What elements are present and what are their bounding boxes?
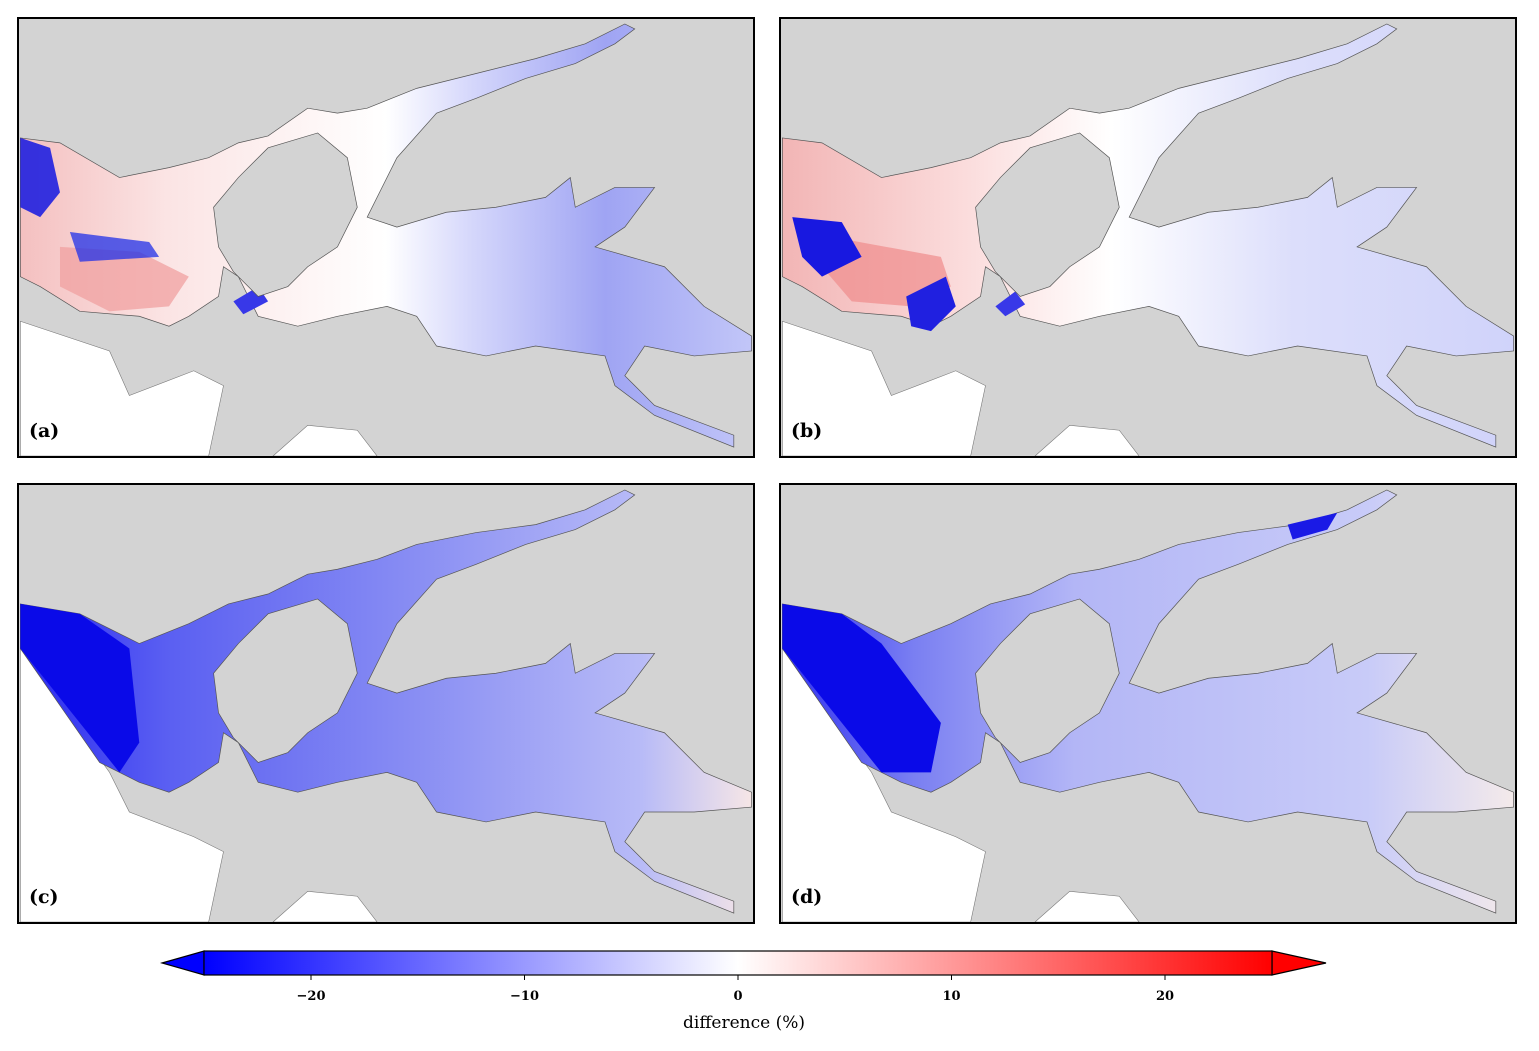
- land-island: [272, 424, 378, 456]
- coast-dark-blue: [782, 603, 941, 773]
- offshore-area: [782, 647, 986, 922]
- colorbar-tick-label: −10: [510, 989, 539, 1004]
- panel-label-d: (d): [791, 886, 823, 908]
- land-mass: [975, 132, 1120, 297]
- colorbar-tick-label: 0: [733, 989, 742, 1004]
- map-c-svg: [20, 489, 752, 922]
- colorbar-ticks: −20 −10 0 10 20: [297, 975, 1174, 1004]
- estuary-water: [20, 489, 752, 914]
- map-panel-b: (b): [779, 17, 1517, 458]
- colorbar-label: difference (%): [683, 1013, 805, 1033]
- bay-blue-patch: [69, 232, 160, 262]
- coast-blue-strip: [20, 137, 60, 218]
- bay-west-red: [59, 246, 189, 312]
- land-mass: [213, 598, 358, 763]
- map-a-svg: [20, 23, 752, 456]
- offshore-area: [20, 647, 224, 922]
- upstream-blue-patch: [1287, 512, 1338, 540]
- colorbar-extend-low: [160, 950, 205, 976]
- map-panel-c: (c): [17, 483, 755, 924]
- land-island: [272, 890, 378, 922]
- panel-label-c: (c): [29, 886, 59, 908]
- offshore-area: [782, 320, 986, 456]
- colorbar: −20 −10 0 10 20 difference (%): [160, 950, 1327, 1033]
- map-d-svg: [782, 489, 1514, 922]
- panel-label-a: (a): [29, 420, 60, 442]
- colorbar-extend-high: [1271, 950, 1327, 976]
- map-panel-d: (d): [779, 483, 1517, 924]
- colorbar-tick-label: 10: [942, 989, 960, 1004]
- land-mass: [975, 598, 1120, 763]
- map-b-svg: [782, 23, 1514, 456]
- land-mass: [213, 132, 358, 297]
- map-panel-a: (a): [17, 17, 755, 458]
- colorbar-tick-label: −20: [297, 989, 326, 1004]
- inlet-blue: [906, 276, 956, 332]
- offshore-area: [20, 320, 224, 456]
- land-island: [1034, 890, 1140, 922]
- colorbar-tick-label: 20: [1156, 989, 1174, 1004]
- coast-dark-blue: [20, 603, 140, 773]
- estuary-water: [782, 489, 1514, 914]
- panel-label-b: (b): [791, 420, 823, 442]
- estuary-water: [20, 23, 752, 448]
- inlet-blue-small: [995, 291, 1026, 317]
- land-island: [1034, 424, 1140, 456]
- colorbar-gradient: [203, 950, 1273, 976]
- estuary-water: [782, 23, 1514, 448]
- coast-blue-strip: [792, 217, 862, 277]
